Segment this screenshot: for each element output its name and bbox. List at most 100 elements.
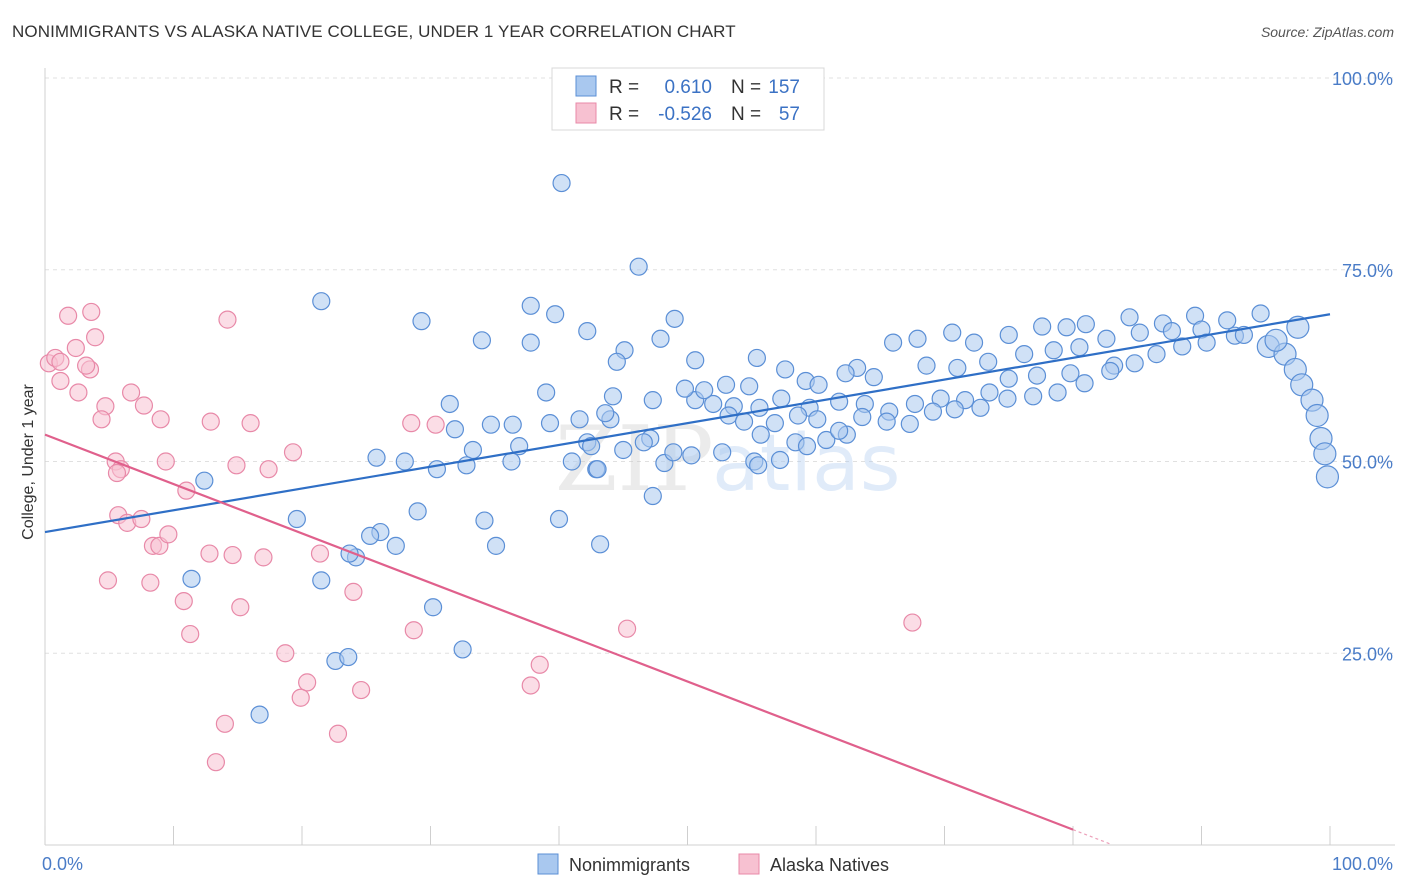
nonimmigrants-point [809,375,828,394]
alaska-natives-point [254,548,273,567]
alaska-natives-point [98,571,118,590]
alaska-natives-point [156,452,175,471]
nonimmigrants-point [453,640,472,659]
nonimmigrants-point [1070,338,1089,357]
nonimmigrants-point [917,356,936,375]
nonimmigrants-point [682,446,701,465]
nonimmigrants-point [704,394,723,414]
y-axis-title: College, Under 1 year [20,384,37,540]
nonimmigrants-point [472,331,491,350]
nonimmigrants-point [486,536,506,555]
nonimmigrants-point [740,377,759,396]
nonimmigrants-point [686,351,705,370]
y-tick-label: 75.0% [1342,261,1393,281]
nonimmigrants-point [675,379,695,398]
nonimmigrants-point [440,394,459,414]
nonimmigrants-point [999,325,1018,345]
nonimmigrants-point [808,410,827,429]
nonimmigrants-point [665,309,684,328]
alaska-natives-point [352,680,371,700]
nonimmigrants-point [864,368,883,387]
x-tick-label-min: 0.0% [42,854,83,874]
nonimmigrants-point [521,296,540,315]
nonimmigrants-point [883,333,903,352]
alaska-natives-point [344,582,363,601]
alaska-natives-point [159,525,178,544]
nonimmigrants-point [713,443,732,462]
alaska-natives-point [291,688,310,707]
nonimmigrants-point [503,415,522,434]
legend-bottom-swatch-alaska-natives [738,853,760,875]
nonimmigrants-point [408,502,427,521]
alaska-natives-point [206,753,226,772]
nonimmigrants-point [521,333,540,352]
nonimmigrants-point [475,511,494,530]
nonimmigrants-point [1234,325,1254,345]
trend-lines [44,313,1331,846]
nonimmigrants-point [182,569,201,588]
nonimmigrants-point [423,598,443,617]
alaska-natives-points [39,302,922,772]
y-tick-label: 25.0% [1342,644,1393,664]
nonimmigrants-point [1130,323,1149,342]
alaska-natives-point [426,415,445,434]
nonimmigrants-point [445,420,465,439]
nonimmigrants-point [481,415,500,434]
nonimmigrants-point [1101,361,1120,381]
nonimmigrants-point [312,571,331,590]
nonimmigrants-point [788,406,808,425]
legend-r-label-1: R = [609,77,639,98]
gridlines [45,77,1395,654]
nonimmigrants-point [412,312,431,331]
source-label: Source: ZipAtlas.com [1260,24,1394,40]
nonimmigrants-point [877,412,896,431]
nonimmigrants-point [395,452,414,471]
legend-r-label-2: R = [609,104,639,125]
y-tick-labels: 25.0% 50.0% 75.0% 100.0% [1332,69,1393,664]
alaska-natives-point [51,371,70,391]
nonimmigrants-trend-line [44,313,1331,534]
nonimmigrants-point [695,381,714,400]
nonimmigrants-point [797,437,817,456]
nonimmigrants-point [1057,318,1076,337]
alaska-natives-point [310,544,330,563]
legend-top-swatch-pink [575,102,597,124]
nonimmigrants-point [578,322,597,341]
alaska-natives-point [77,356,96,375]
nonimmigrants-point [1218,311,1237,330]
alaska-natives-point [530,655,549,674]
alaska-natives-point [59,306,78,325]
y-tick-label: 100.0% [1332,69,1393,89]
alaska-natives-point [151,410,170,429]
nonimmigrants-point [964,333,984,352]
x-tick-label-max: 100.0% [1332,854,1393,874]
legend-bottom-label-alaska-natives: Alaska Natives [770,855,889,875]
alaska-natives-point [141,573,160,592]
alaska-natives-point [328,724,348,743]
nonimmigrants-point [836,364,855,383]
nonimmigrants-point [765,414,784,433]
nonimmigrants-point [1033,317,1052,336]
alaska-natives-point [227,456,246,475]
nonimmigrants-point [562,452,581,471]
alaska-natives-point [69,383,88,402]
nonimmigrants-point [1147,345,1166,364]
alaska-natives-point [51,352,70,371]
nonimmigrants-point [1313,442,1337,466]
nonimmigrants-point [596,404,615,423]
legend-bottom-swatch-nonimmigrants [537,853,559,875]
watermark-atlas: atlas [712,419,901,509]
nonimmigrants-point [643,391,662,410]
nonimmigrants-point [1251,304,1270,323]
alaska-natives-point [521,676,540,695]
legend-top: R = 0.610 N = 157 R = -0.526 N = 57 [551,67,825,131]
alaska-natives-point [618,619,637,638]
nonimmigrants-point [1024,387,1043,406]
nonimmigrants-point [1315,465,1340,489]
nonimmigrants-point [1044,341,1063,360]
nonimmigrants-point [1305,403,1329,428]
nonimmigrants-point [1027,366,1047,385]
alaska-natives-point [66,338,85,358]
nonimmigrants-point [1120,308,1139,327]
